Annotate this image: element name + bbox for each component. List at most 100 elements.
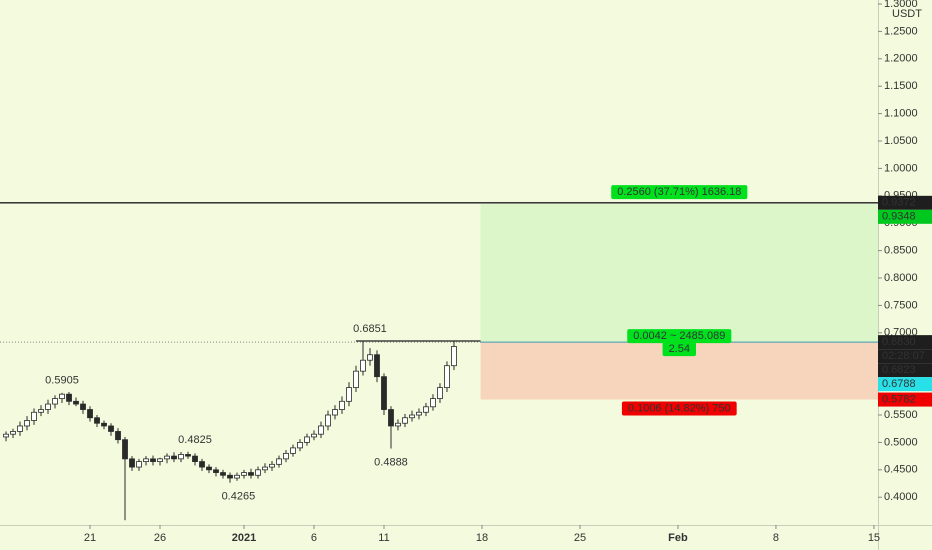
candle-body [234,474,240,479]
candle-body [360,359,366,372]
ratio-label-bg [662,342,696,357]
candle-body [346,387,352,402]
price-label: 0.4265 [222,491,256,503]
price-tag [878,377,932,392]
candle-body [199,461,205,468]
candle-body [94,417,100,424]
candle-body [332,409,338,416]
y-tick-label: 0.7500 [884,299,918,311]
candle-body [430,398,436,408]
candle-body [402,417,408,424]
candle-body [73,400,79,405]
candle-body [444,365,450,389]
price-tag [878,195,932,210]
stop-label: 0.1006 (14.82%) 750 [628,402,731,414]
y-tick-label: 0.8500 [884,245,918,257]
candle-body [206,466,212,471]
price-tag [878,349,932,364]
y-tick-label: 0.4500 [884,464,918,476]
candle-body [108,425,114,432]
target-label-bg [611,185,748,200]
x-tick-label: 8 [773,532,779,544]
candle-body [416,411,422,416]
price-tag-label: 0.5782 [882,393,916,405]
price-tag-label: 0.6823 [882,364,916,376]
price-tag-label: 0.6830 [882,336,916,348]
candle-body [66,393,72,402]
x-tick-label: 21 [84,532,96,544]
candle-body [367,354,373,361]
candle-body [122,439,128,460]
price-tag-label: 02:28:07 [882,350,925,362]
candle-body [269,463,275,468]
candle-body [374,354,380,378]
y-tick-label: 0.5000 [884,436,918,448]
price-label: 0.6851 [353,323,387,335]
price-tag [878,209,932,224]
stop-label-bg [621,401,737,416]
candle-body [10,431,16,435]
x-tick-label: 11 [378,532,389,544]
candle-body [318,425,324,435]
candle-body [24,420,30,427]
candle-body [185,454,191,457]
price-tag [878,363,932,378]
candle-body [283,452,289,460]
y-tick-label: 0.5500 [884,409,918,421]
price-label: 0.4888 [374,456,408,468]
entry-label: 0.0042 ~ 2485.089 [633,330,725,342]
candle-body [17,425,23,432]
y-tick-label: 1.0500 [884,135,918,147]
x-tick-label: Feb [668,532,688,544]
candle-body [395,422,401,427]
candle-body [304,436,310,443]
candle-body [248,472,254,476]
ratio-label: 2.54 [669,343,690,355]
x-tick-label: 6 [311,532,317,544]
currency-label: USDT [892,8,922,20]
candle-body [388,409,394,427]
candle-body [241,472,247,476]
candle-body [171,455,177,460]
price-tag [878,335,932,350]
candle-body [325,414,331,427]
candle-body [52,398,58,405]
target-zone [480,204,878,343]
candle-body [164,455,170,460]
candle-body [38,409,44,413]
entry-label-bg [627,329,732,344]
x-tick-label: 26 [154,532,166,544]
candle-body [157,458,163,462]
x-tick-label: 15 [868,532,880,544]
candle-body [87,409,93,419]
candle-body [451,346,457,367]
candle-body [276,458,282,465]
candle-body [59,393,65,399]
price-label: 0.5905 [45,375,79,387]
y-tick-label: 1.0000 [884,162,918,174]
candle-body [192,455,198,462]
candle-body [290,447,296,454]
candle-body [339,400,345,410]
price-tag [878,392,932,407]
price-tag-label: 0.9348 [882,211,916,223]
candle-body [178,454,184,460]
candle-body [227,474,233,479]
y-tick-label: 1.2000 [884,53,918,65]
y-tick-label: 1.3000 [884,0,918,10]
candle-body [129,458,135,468]
candle-body [101,422,107,427]
candle-body [262,466,268,471]
price-tag-label: 0.9372 [882,197,916,209]
candle-body [150,458,156,462]
candle-body [45,403,51,410]
candle-body [255,469,261,476]
y-tick-label: 1.1000 [884,108,918,120]
candle-body [353,370,359,389]
price-tag-label: 0.6788 [882,378,916,390]
candle-body [297,442,303,449]
candle-body [409,414,415,419]
candle-body [423,406,429,413]
target-label: 0.2560 (37.71%) 1636.18 [617,186,741,198]
